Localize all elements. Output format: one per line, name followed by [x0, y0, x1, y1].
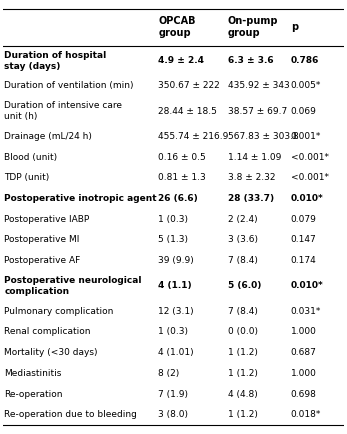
Text: TDP (unit): TDP (unit) — [5, 174, 50, 182]
Text: 0.001*: 0.001* — [291, 132, 321, 141]
Text: 567.83 ± 303.8: 567.83 ± 303.8 — [228, 132, 299, 141]
Text: 1 (0.3): 1 (0.3) — [158, 215, 188, 224]
Text: 0.005*: 0.005* — [291, 82, 321, 90]
Text: Blood (unit): Blood (unit) — [5, 153, 58, 162]
Text: 7 (8.4): 7 (8.4) — [228, 256, 258, 265]
Text: Postoperative inotropic agent: Postoperative inotropic agent — [5, 194, 157, 203]
Text: 0.079: 0.079 — [291, 215, 317, 224]
Text: 7 (1.9): 7 (1.9) — [158, 390, 188, 398]
Text: 0.069: 0.069 — [291, 107, 317, 116]
Text: 0.687: 0.687 — [291, 348, 317, 357]
Text: 0.031*: 0.031* — [291, 307, 321, 316]
Text: 3 (8.0): 3 (8.0) — [158, 410, 188, 419]
Text: 5 (6.0): 5 (6.0) — [228, 282, 261, 290]
Text: 0.010*: 0.010* — [291, 194, 323, 203]
Text: 435.92 ± 343: 435.92 ± 343 — [228, 82, 290, 90]
Text: Postoperative AF: Postoperative AF — [5, 256, 81, 265]
Text: 38.57 ± 69.7: 38.57 ± 69.7 — [228, 107, 287, 116]
Text: 26 (6.6): 26 (6.6) — [158, 194, 198, 203]
Text: 0.018*: 0.018* — [291, 410, 321, 419]
Text: Postoperative IABP: Postoperative IABP — [5, 215, 90, 224]
Text: 0.786: 0.786 — [291, 56, 319, 65]
Text: 0 (0.0): 0 (0.0) — [228, 327, 258, 336]
Text: Postoperative neurological
complication: Postoperative neurological complication — [5, 276, 142, 296]
Text: 3.8 ± 2.32: 3.8 ± 2.32 — [228, 174, 276, 182]
Text: 1 (1.2): 1 (1.2) — [228, 410, 258, 419]
Text: OPCAB
group: OPCAB group — [158, 16, 196, 38]
Text: 1.000: 1.000 — [291, 327, 317, 336]
Text: Postoperative MI: Postoperative MI — [5, 236, 80, 244]
Text: <0.001*: <0.001* — [291, 174, 329, 182]
Text: Mortality (<30 days): Mortality (<30 days) — [5, 348, 98, 357]
Text: Renal complication: Renal complication — [5, 327, 91, 336]
Text: 6.3 ± 3.6: 6.3 ± 3.6 — [228, 56, 273, 65]
Text: Pulmonary complication: Pulmonary complication — [5, 307, 114, 316]
Text: 1 (0.3): 1 (0.3) — [158, 327, 188, 336]
Text: 5 (1.3): 5 (1.3) — [158, 236, 188, 244]
Text: 0.147: 0.147 — [291, 236, 316, 244]
Text: 4.9 ± 2.4: 4.9 ± 2.4 — [158, 56, 204, 65]
Text: 4 (1.01): 4 (1.01) — [158, 348, 194, 357]
Text: <0.001*: <0.001* — [291, 153, 329, 162]
Text: Mediastinitis: Mediastinitis — [5, 369, 62, 378]
Text: 350.67 ± 222: 350.67 ± 222 — [158, 82, 220, 90]
Text: Re-operation due to bleeding: Re-operation due to bleeding — [5, 410, 137, 419]
Text: 0.81 ± 1.3: 0.81 ± 1.3 — [158, 174, 206, 182]
Text: 1 (1.2): 1 (1.2) — [228, 348, 258, 357]
Text: Duration of ventilation (min): Duration of ventilation (min) — [5, 82, 134, 90]
Text: 0.16 ± 0.5: 0.16 ± 0.5 — [158, 153, 206, 162]
Text: 3 (3.6): 3 (3.6) — [228, 236, 258, 244]
Text: 4 (4.8): 4 (4.8) — [228, 390, 258, 398]
Text: Drainage (mL/24 h): Drainage (mL/24 h) — [5, 132, 92, 141]
Text: 4 (1.1): 4 (1.1) — [158, 282, 192, 290]
Text: 0.174: 0.174 — [291, 256, 316, 265]
Text: 1.000: 1.000 — [291, 369, 317, 378]
Text: 1.14 ± 1.09: 1.14 ± 1.09 — [228, 153, 281, 162]
Text: Duration of hospital
stay (days): Duration of hospital stay (days) — [5, 51, 107, 71]
Text: 0.010*: 0.010* — [291, 282, 323, 290]
Text: 7 (8.4): 7 (8.4) — [228, 307, 258, 316]
Text: On-pump
group: On-pump group — [228, 16, 278, 38]
Text: 455.74 ± 216.9: 455.74 ± 216.9 — [158, 132, 229, 141]
Text: Re-operation: Re-operation — [5, 390, 63, 398]
Text: 39 (9.9): 39 (9.9) — [158, 256, 194, 265]
Text: 1 (1.2): 1 (1.2) — [228, 369, 258, 378]
Text: 12 (3.1): 12 (3.1) — [158, 307, 194, 316]
Text: 8 (2): 8 (2) — [158, 369, 179, 378]
Text: 28.44 ± 18.5: 28.44 ± 18.5 — [158, 107, 217, 116]
Text: Duration of intensive care
unit (h): Duration of intensive care unit (h) — [5, 102, 122, 121]
Text: 0.698: 0.698 — [291, 390, 317, 398]
Text: 2 (2.4): 2 (2.4) — [228, 215, 257, 224]
Text: p: p — [291, 22, 298, 32]
Text: 28 (33.7): 28 (33.7) — [228, 194, 274, 203]
